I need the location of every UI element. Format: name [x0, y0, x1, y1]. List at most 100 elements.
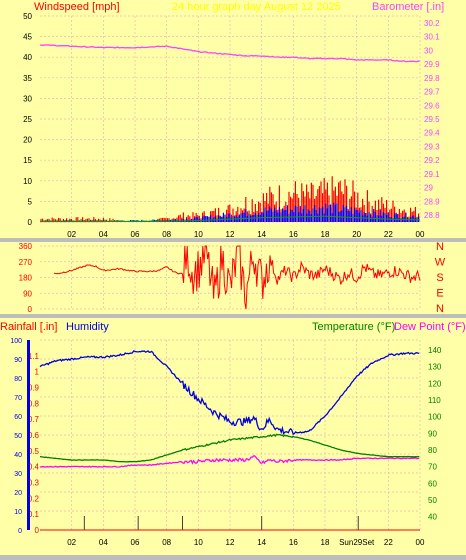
windspeed-tick-label: 15 [23, 156, 32, 165]
wind-direction-line [53, 245, 421, 310]
windspeed-tick-label: 5 [28, 197, 33, 206]
wind-x-tick-label: 00 [416, 230, 425, 239]
windspeed-tick-label: 35 [23, 74, 32, 83]
weather-x-tick-label: 12 [226, 538, 235, 547]
barometer-tick-label: 28.9 [424, 197, 440, 206]
humidity-tick-label: 90 [14, 357, 22, 364]
barometer-tick-label: 30.1 [424, 33, 440, 42]
humidity-tick-label: 40 [14, 452, 22, 459]
humidity-tick-label: 60 [14, 414, 22, 421]
compass-label: E [436, 288, 443, 300]
rainfall-tick-label: 0.6 [28, 431, 40, 440]
humidity-tick-label: 0 [18, 528, 22, 535]
humidity-tick-label: 30 [14, 471, 22, 478]
wind-x-tick-label: 06 [131, 230, 140, 239]
direction-tick-label: 180 [19, 274, 33, 283]
barometer-tick-label: 29.5 [424, 115, 440, 124]
rainfall-tick-label: 0.8 [28, 399, 40, 408]
weather-x-tick-label: 08 [162, 538, 171, 547]
barometer-tick-label: 29 [424, 184, 433, 193]
barometer-tick-label: 29.2 [424, 156, 440, 165]
barometer-tick-label: 29.1 [424, 170, 440, 179]
rainfall-tick-label: 0.4 [28, 463, 40, 472]
temperature-tick-label: 100 [428, 413, 442, 422]
barometer-tick-label: 29.6 [424, 101, 440, 110]
weather-x-tick-label: 16 [289, 538, 298, 547]
humidity-tick-label: 100 [10, 338, 22, 345]
rainfall-tick-label: 1.1 [28, 352, 40, 361]
temperature-tick-label: 40 [428, 513, 437, 522]
humidity-tick-label: 10 [14, 509, 22, 516]
barometer-tick-label: 29.8 [424, 74, 440, 83]
windspeed-tick-label: 40 [23, 53, 32, 62]
humidity-line [39, 350, 420, 436]
direction-tick-label: 360 [19, 242, 33, 251]
wind-x-tick-label: 16 [289, 230, 298, 239]
compass-label: S [436, 272, 443, 284]
wind-x-tick-label: 12 [226, 230, 235, 239]
humidity-axis-title: Humidity [66, 321, 109, 333]
temperature-humidity-panel: 0 0.1 0.2 0.3 0.4 0.5 0.6 0.7 0.8 0.9 1 1.1 0 10 20 30 4… [10, 338, 442, 547]
rainfall-tick-label: 0.9 [28, 384, 40, 393]
rainfall-tick-label: 0.3 [28, 479, 40, 488]
dewpoint-line [39, 455, 420, 468]
wind-x-tick-label: 04 [99, 230, 108, 239]
wind-x-tick-label: 14 [257, 230, 266, 239]
windspeed-tick-label: 45 [23, 33, 32, 42]
barometer-tick-label: 30 [424, 46, 433, 55]
temperature-tick-label: 140 [428, 346, 442, 355]
weather-x-tick-label: 10 [194, 538, 203, 547]
compass-label: N [436, 241, 444, 253]
weather-x-tick-label: 06 [131, 538, 140, 547]
humidity-tick-label: 20 [14, 490, 22, 497]
barometer-tick-label: 30.2 [424, 19, 440, 28]
wind-x-tick-label: 02 [67, 230, 76, 239]
weather-x-tick-label: 04 [99, 538, 108, 547]
panel-separator [0, 238, 466, 242]
barometer-tick-label: 29.3 [424, 142, 440, 151]
windspeed-tick-label: 10 [23, 177, 32, 186]
compass-label: W [435, 257, 446, 269]
weather-x-tick-label: 18 [321, 538, 330, 547]
barometer-tick-label: 29.9 [424, 60, 440, 69]
temperature-tick-label: 110 [428, 396, 441, 405]
direction-tick-label: 90 [23, 289, 32, 298]
temperature-tick-label: 90 [428, 429, 437, 438]
barometer-line [39, 44, 420, 63]
windspeed-tick-label: 50 [23, 12, 32, 21]
barometer-tick-label: 29.7 [424, 88, 440, 97]
temperature-tick-label: 70 [428, 463, 437, 472]
wind-barometer-panel: 0 5 10 15 20 25 30 35 40 45 50 28.8 28.9 29 29.1 29.2 29… [23, 12, 440, 239]
rainfall-tick-label: 0.1 [28, 510, 40, 519]
wind-x-tick-label: 18 [321, 230, 330, 239]
humidity-axis-bar [27, 340, 30, 530]
barometer-axis-title: Barometer [.in] [372, 1, 444, 13]
weather-x-tick-label: Sun29Set [339, 538, 375, 547]
weather-x-tick-label: 14 [257, 538, 266, 547]
wind-x-tick-label: 08 [162, 230, 171, 239]
panel-separator [0, 314, 466, 318]
barometer-tick-label: 29.4 [424, 129, 440, 138]
rainfall-tick-label: 0.7 [28, 415, 40, 424]
rainfall-axis-title: Rainfall [.in] [0, 321, 57, 333]
barometer-tick-label: 28.8 [424, 211, 440, 220]
windspeed-tick-label: 20 [23, 136, 32, 145]
windspeed-axis-title: Windspeed [mph] [34, 1, 120, 13]
temperature-axis-title: Temperature (°F) [312, 321, 395, 333]
humidity-tick-label: 80 [14, 376, 22, 383]
weather-x-tick-label: 02 [67, 538, 76, 547]
weather-x-tick-label: 22 [384, 538, 393, 547]
direction-tick-label: 0 [28, 305, 33, 314]
direction-panel-bg [0, 240, 466, 316]
rainfall-tick-label: 0.5 [28, 447, 40, 456]
temperature-tick-label: 80 [428, 446, 437, 455]
humidity-tick-label: 70 [14, 395, 22, 402]
wind-panel-bg [0, 0, 466, 240]
windspeed-tick-label: 30 [23, 94, 32, 103]
temperature-line [39, 433, 420, 463]
rainfall-tick-label: 0.2 [28, 494, 40, 503]
wind-x-tick-label: 20 [352, 230, 361, 239]
wind-x-tick-label: 10 [194, 230, 203, 239]
